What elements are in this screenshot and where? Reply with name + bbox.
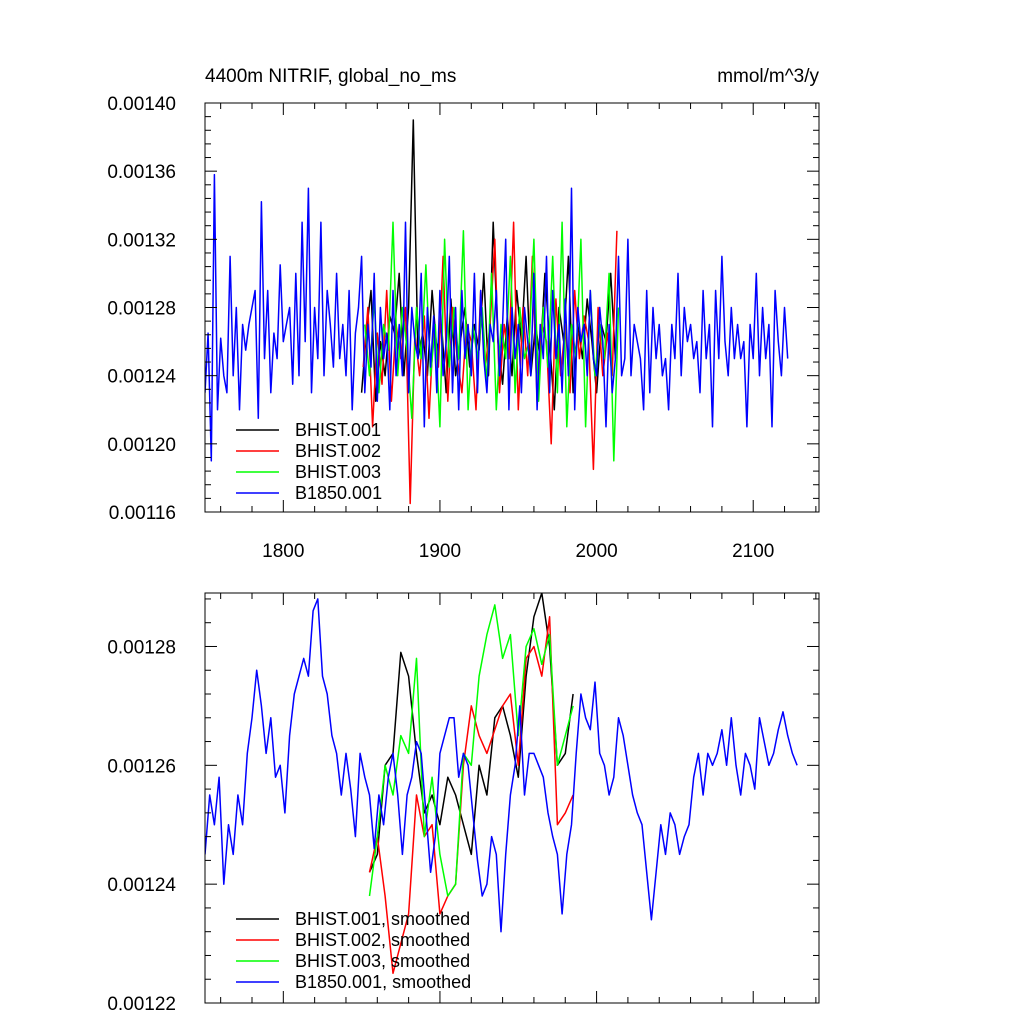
bottom-panel: 0.00122 0.00124 0.00126 0.00128 BHIST.001, s… [107, 592, 820, 1015]
y-tick-label: 0.00128 [107, 637, 176, 658]
series-line-0 [368, 593, 574, 873]
series-line-3 [205, 598, 798, 933]
plot-frame [204, 592, 820, 1004]
series-group [205, 119, 789, 505]
chart-title: 4400m NITRIF, global_no_ms [205, 66, 456, 87]
legend-entry: BHIST.002 [295, 441, 381, 461]
y-ticks [205, 102, 819, 513]
legend-entry: B1850.001 [295, 483, 382, 503]
y-tick-label: 0.00132 [107, 230, 176, 251]
legend-entry: B1850.001, smoothed [295, 972, 471, 992]
x-tick-label: 2100 [732, 541, 774, 562]
series-line-1 [368, 616, 574, 975]
top-panel: 0.00116 0.00120 0.00124 0.00128 0.00132 0.001… [107, 66, 820, 562]
x-tick-label: 1900 [419, 541, 461, 562]
y-tick-label: 0.00120 [107, 435, 176, 456]
legend-entry: BHIST.001 [295, 420, 381, 440]
y-tick-label: 0.00116 [109, 503, 176, 524]
y-tick-label: 0.00126 [107, 756, 176, 777]
y-tick-label: 0.00140 [107, 94, 176, 115]
legend-entry: BHIST.001, smoothed [295, 909, 470, 929]
series-line-2 [368, 604, 574, 897]
x-ticks [220, 593, 817, 1003]
y-tick-label: 0.00122 [107, 994, 176, 1015]
y-ticks [205, 598, 819, 1004]
x-tick-label: 2000 [575, 541, 617, 562]
y-tick-label: 0.00136 [107, 162, 176, 183]
legend-entry: BHIST.002, smoothed [295, 930, 470, 950]
legend-entry: BHIST.003 [295, 462, 381, 482]
x-ticks [220, 103, 817, 512]
y-tick-label: 0.00128 [107, 299, 176, 320]
y-tick-label: 0.00124 [107, 875, 176, 896]
series-line-0 [360, 119, 617, 411]
x-tick-label: 1800 [262, 541, 304, 562]
series-line-3 [205, 173, 789, 462]
units-label: mmol/m^3/y [717, 66, 819, 87]
y-tick-label: 0.00124 [107, 367, 176, 388]
series-group [205, 593, 798, 975]
legend-entry: BHIST.003, smoothed [295, 951, 470, 971]
